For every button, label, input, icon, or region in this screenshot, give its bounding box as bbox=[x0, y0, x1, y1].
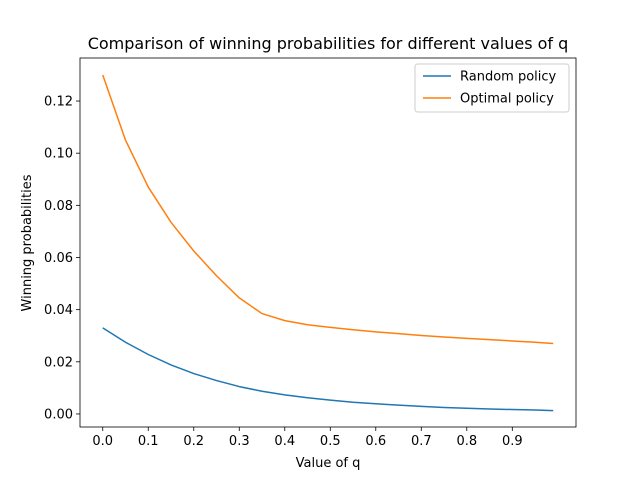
plot-frame bbox=[79, 57, 577, 428]
y-axis-label: Winning probabilities bbox=[20, 174, 35, 311]
chart-title: Comparison of winning probabilities for … bbox=[88, 34, 569, 53]
x-axis-label: Value of q bbox=[296, 456, 361, 471]
legend-label-0: Random policy bbox=[460, 70, 557, 85]
x-tick-label-3: 0.3 bbox=[229, 434, 250, 449]
y-tick-label-1: 0.02 bbox=[44, 355, 73, 370]
x-tick-label-4: 0.4 bbox=[274, 434, 295, 449]
legend-label-1: Optimal policy bbox=[460, 92, 554, 107]
legend-box bbox=[414, 63, 570, 113]
y-tick-label-5: 0.10 bbox=[44, 147, 73, 162]
y-tick-label-0: 0.00 bbox=[44, 407, 73, 422]
y-tick-label-4: 0.08 bbox=[44, 199, 73, 214]
y-tick-label-2: 0.04 bbox=[44, 303, 73, 318]
x-tick-label-9: 0.9 bbox=[502, 434, 523, 449]
y-tick-label-6: 0.12 bbox=[44, 95, 73, 110]
x-tick-label-5: 0.5 bbox=[320, 434, 341, 449]
series-line-0 bbox=[102, 327, 554, 412]
plot-area: 0.0 0.1 0.2 0.3 0.4 0.5 0.6 0.7 0.8 0.9 0.00 0.02 0.… bbox=[44, 57, 577, 449]
x-tick-label-0: 0.0 bbox=[92, 434, 113, 449]
y-tick-label-3: 0.06 bbox=[44, 251, 73, 266]
x-tick-label-8: 0.8 bbox=[456, 434, 477, 449]
x-tick-label-6: 0.6 bbox=[365, 434, 386, 449]
x-tick-label-1: 0.1 bbox=[138, 434, 159, 449]
x-tick-label-7: 0.7 bbox=[411, 434, 432, 449]
x-tick-label-2: 0.2 bbox=[183, 434, 204, 449]
series-line-1 bbox=[102, 74, 554, 345]
